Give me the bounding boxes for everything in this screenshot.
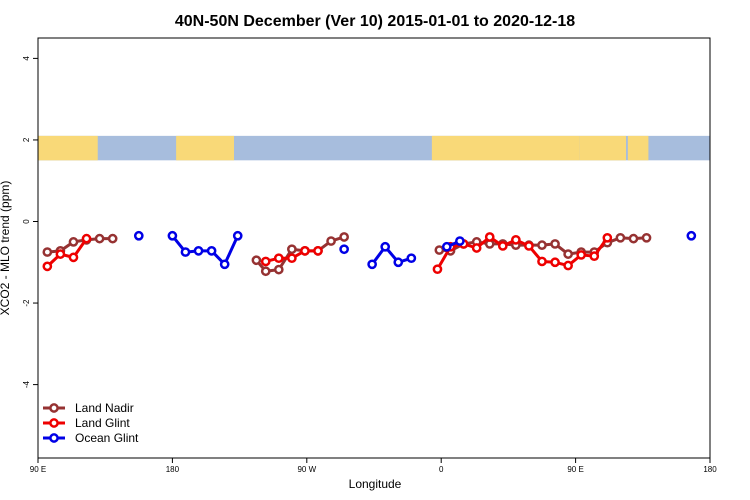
data-point bbox=[287, 253, 297, 264]
series-line bbox=[46, 237, 88, 268]
data-point bbox=[432, 264, 443, 275]
data-point bbox=[339, 232, 349, 242]
data-point bbox=[273, 264, 284, 275]
y-tick-label: 0 bbox=[22, 219, 31, 224]
data-point bbox=[393, 257, 404, 268]
data-point bbox=[287, 244, 297, 255]
series-land-nadir bbox=[42, 232, 652, 277]
data-point bbox=[380, 241, 391, 252]
data-point bbox=[563, 249, 573, 259]
data-point bbox=[563, 260, 573, 271]
data-point bbox=[55, 249, 66, 259]
map-land bbox=[38, 135, 98, 161]
data-point bbox=[484, 232, 495, 242]
data-point bbox=[260, 266, 271, 277]
data-point bbox=[406, 253, 417, 264]
data-point bbox=[367, 259, 377, 270]
data-point bbox=[615, 232, 626, 243]
y-tick-label: -2 bbox=[22, 299, 31, 307]
y-axis-label: XCO2 - MLO trend (ppm) bbox=[0, 181, 12, 316]
data-point bbox=[81, 233, 92, 244]
x-tick-label: 0 bbox=[439, 465, 444, 474]
series-layer bbox=[42, 230, 697, 277]
data-point bbox=[576, 250, 587, 260]
data-point bbox=[511, 234, 521, 245]
legend-marker bbox=[49, 403, 59, 413]
data-point bbox=[628, 233, 639, 244]
data-point bbox=[641, 232, 652, 243]
data-point bbox=[300, 246, 310, 256]
y-tick-label: 2 bbox=[22, 137, 31, 142]
y-axis: 4 2 0 -2 -4 bbox=[22, 56, 38, 389]
legend-entry: Land Glint bbox=[75, 416, 130, 430]
series-ocean-glint bbox=[133, 230, 697, 270]
y-tick-label: 4 bbox=[22, 56, 31, 61]
data-point bbox=[68, 237, 79, 247]
data-point bbox=[313, 246, 323, 256]
data-point bbox=[550, 239, 560, 249]
data-point bbox=[273, 253, 284, 264]
x-tick-label: 90 E bbox=[567, 465, 583, 474]
data-point bbox=[602, 232, 613, 243]
map-land bbox=[431, 135, 580, 161]
legend-marker bbox=[49, 418, 59, 428]
series-land-glint bbox=[42, 232, 613, 275]
data-point bbox=[42, 247, 53, 257]
legend-entry: Land Nadir bbox=[75, 401, 134, 415]
data-point bbox=[193, 246, 204, 256]
x-tick-label: 180 bbox=[703, 465, 717, 474]
data-point bbox=[339, 244, 349, 255]
plot-frame bbox=[37, 37, 711, 459]
data-point bbox=[167, 230, 178, 241]
data-point bbox=[550, 257, 560, 268]
data-point bbox=[251, 255, 262, 266]
data-point bbox=[497, 241, 508, 251]
data-point bbox=[326, 236, 336, 246]
data-point bbox=[434, 245, 445, 255]
data-point bbox=[471, 243, 482, 253]
y-tick-label: -4 bbox=[22, 381, 31, 389]
x-axis-label: Longitude bbox=[349, 477, 402, 491]
data-point bbox=[133, 230, 144, 241]
data-point bbox=[537, 256, 547, 267]
x-axis: 90 E 180 90 W 0 90 E 180 bbox=[30, 458, 717, 474]
data-point bbox=[441, 241, 452, 252]
map-land bbox=[176, 135, 234, 161]
world-map-band bbox=[38, 135, 710, 161]
legend-entry: Ocean Glint bbox=[75, 431, 139, 445]
data-point bbox=[589, 251, 600, 262]
map-land bbox=[579, 135, 626, 161]
data-point bbox=[206, 246, 217, 256]
series-line bbox=[370, 245, 412, 266]
data-point bbox=[219, 259, 230, 270]
data-point bbox=[180, 247, 191, 257]
data-point bbox=[524, 241, 534, 251]
x-tick-label: 90 W bbox=[297, 465, 316, 474]
chart-title: 40N-50N December (Ver 10) 2015-01-01 to … bbox=[175, 13, 575, 30]
data-point bbox=[42, 261, 53, 272]
data-point bbox=[94, 233, 105, 244]
data-point bbox=[455, 236, 465, 246]
data-point bbox=[68, 252, 79, 263]
data-point bbox=[537, 240, 547, 250]
x-tick-label: 180 bbox=[166, 465, 180, 474]
data-point bbox=[260, 256, 271, 267]
data-point bbox=[686, 230, 697, 241]
data-point bbox=[232, 230, 243, 241]
data-point bbox=[107, 233, 118, 244]
legend-marker bbox=[49, 433, 59, 443]
map-land bbox=[627, 135, 649, 161]
x-tick-label: 90 E bbox=[30, 465, 46, 474]
